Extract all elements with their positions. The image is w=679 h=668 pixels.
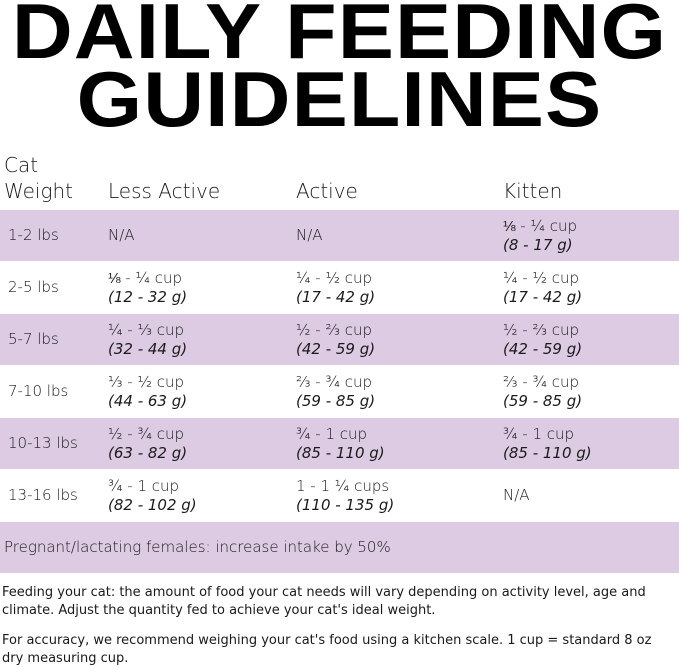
gram-amount: (85 - 110 g) (296, 443, 385, 462)
weight-label: 10-13 lbs (8, 434, 78, 452)
weight-cell: 2-5 lbs (8, 262, 59, 313)
accuracy-note: For accuracy, we recommend weighing your… (2, 633, 652, 666)
less-cell: ⅛ - ¼ cup (12 - 32 g) (108, 262, 187, 313)
cup-amount: 1 - 1 ¼ cups (296, 476, 390, 495)
cup-amount: ⅓ - ½ cup (108, 372, 185, 391)
active-cell: 1 - 1 ¼ cups (110 - 135 g) (296, 470, 394, 521)
cup-amount: N/A (503, 486, 530, 504)
header-less-active: Less Active (108, 179, 221, 203)
gram-amount: (32 - 44 g) (108, 339, 188, 358)
less-cell: N/A (108, 210, 135, 261)
header-cat-weight: Cat Weight (4, 152, 73, 204)
weight-cell: 10-13 lbs (8, 418, 78, 469)
cup-amount: ⅔ - ¾ cup (503, 372, 580, 391)
less-cell: ¾ - 1 cup (82 - 102 g) (108, 470, 197, 521)
feeding-note: Feeding your cat: the amount of food you… (2, 585, 646, 618)
table-row: 7-10 lbs ⅓ - ½ cup (44 - 63 g) ⅔ - ¾ cup (59… (0, 366, 679, 417)
active-cell: ⅔ - ¾ cup (59 - 85 g) (296, 366, 375, 417)
cup-amount: ½ - ⅔ cup (503, 320, 580, 339)
kitten-cell: ¼ - ½ cup (17 - 42 g) (503, 262, 582, 313)
gram-amount: (8 - 17 g) (503, 235, 573, 254)
kitten-cell: ¾ - 1 cup (85 - 110 g) (503, 418, 592, 469)
gram-amount: (42 - 59 g) (503, 339, 583, 358)
gram-amount: (42 - 59 g) (296, 339, 376, 358)
active-cell: ¼ - ½ cup (17 - 42 g) (296, 262, 375, 313)
kitten-cell: ⅛ - ¼ cup (8 - 17 g) (503, 210, 577, 261)
weight-label: 13-16 lbs (8, 486, 78, 504)
cup-amount: N/A (108, 226, 135, 244)
cup-amount: ¾ - 1 cup (108, 476, 180, 495)
active-cell: ½ - ⅔ cup (42 - 59 g) (296, 314, 375, 365)
table-row: 5-7 lbs ¼ - ⅓ cup (32 - 44 g) ½ - ⅔ cup (42 … (0, 314, 679, 365)
gram-amount: (44 - 63 g) (108, 391, 188, 410)
gram-amount: (17 - 42 g) (296, 287, 376, 306)
gram-amount: (17 - 42 g) (503, 287, 583, 306)
weight-cell: 5-7 lbs (8, 314, 59, 365)
cup-amount: ⅛ - ¼ cup (503, 216, 578, 235)
cup-amount: ⅔ - ¾ cup (296, 372, 373, 391)
weight-cell: 7-10 lbs (8, 366, 68, 417)
active-cell: N/A (296, 210, 323, 261)
header-cat: Cat (4, 153, 39, 177)
header-weight: Weight (4, 179, 73, 203)
title-line-2: GUIDELINES (76, 55, 603, 143)
weight-cell: 1-2 lbs (8, 210, 59, 261)
gram-amount: (85 - 110 g) (503, 443, 592, 462)
weight-label: 7-10 lbs (8, 382, 69, 400)
weight-label: 2-5 lbs (8, 278, 59, 296)
table-row: 13-16 lbs ¾ - 1 cup (82 - 102 g) 1 - 1 ¼ cu… (0, 470, 679, 521)
cup-amount: N/A (296, 226, 323, 244)
gram-amount: (110 - 135 g) (296, 495, 395, 514)
header-active: Active (296, 179, 358, 203)
cup-amount: ¾ - 1 cup (296, 424, 368, 443)
cup-amount: ¼ - ½ cup (296, 268, 373, 287)
kitten-cell: ⅔ - ¾ cup (59 - 85 g) (503, 366, 582, 417)
cup-amount: ¼ - ½ cup (503, 268, 580, 287)
pregnant-note: Pregnant/lactating females: increase int… (4, 538, 391, 556)
cup-amount: ½ - ¾ cup (108, 424, 185, 443)
gram-amount: (12 - 32 g) (108, 287, 188, 306)
cup-amount: ¼ - ⅓ cup (108, 320, 185, 339)
kitten-cell: N/A (503, 470, 530, 521)
table-row: 1-2 lbs N/A N/A ⅛ - ¼ cup (8 - 17 g) (0, 210, 679, 261)
header-kitten: Kitten (503, 179, 563, 203)
weight-cell: 13-16 lbs (8, 470, 78, 521)
gram-amount: (82 - 102 g) (108, 495, 197, 514)
gram-amount: (63 - 82 g) (108, 443, 188, 462)
weight-label: 1-2 lbs (8, 226, 59, 244)
pregnant-row: Pregnant/lactating females: increase int… (0, 522, 679, 573)
cup-amount: ½ - ⅔ cup (296, 320, 373, 339)
cup-amount: ⅛ - ¼ cup (108, 268, 183, 287)
gram-amount: (59 - 85 g) (503, 391, 583, 410)
weight-label: 5-7 lbs (8, 330, 59, 348)
less-cell: ½ - ¾ cup (63 - 82 g) (108, 418, 187, 469)
less-cell: ¼ - ⅓ cup (32 - 44 g) (108, 314, 187, 365)
active-cell: ¾ - 1 cup (85 - 110 g) (296, 418, 385, 469)
cup-amount: ¾ - 1 cup (503, 424, 575, 443)
table-row: 10-13 lbs ½ - ¾ cup (63 - 82 g) ¾ - 1 cup (8… (0, 418, 679, 469)
title-line-1: DAILY FEEDING (11, 0, 668, 75)
less-cell: ⅓ - ½ cup (44 - 63 g) (108, 366, 187, 417)
kitten-cell: ½ - ⅔ cup (42 - 59 g) (503, 314, 582, 365)
table-row: 2-5 lbs ⅛ - ¼ cup (12 - 32 g) ¼ - ½ cup (17 … (0, 262, 679, 313)
gram-amount: (59 - 85 g) (296, 391, 376, 410)
